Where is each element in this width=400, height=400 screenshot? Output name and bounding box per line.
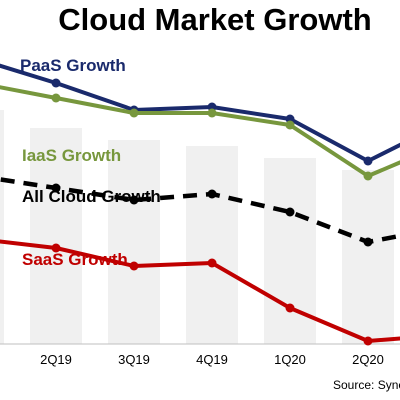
data-point (51, 183, 61, 193)
data-point (207, 108, 217, 118)
data-point (285, 207, 295, 217)
data-point (363, 336, 373, 346)
x-tick-label: 2Q20 (352, 352, 384, 367)
series-label-all-cloud-growth: All Cloud Growth (22, 187, 161, 206)
data-point (51, 93, 61, 103)
chart-title: Cloud Market Growth (58, 2, 372, 37)
x-tick-label: 3Q19 (118, 352, 150, 367)
data-point (51, 243, 61, 253)
data-point (285, 303, 295, 313)
data-point (129, 108, 139, 118)
series-label-paas-growth: PaaS Growth (20, 56, 126, 75)
data-point (207, 258, 217, 268)
data-point (51, 78, 61, 88)
data-point (285, 120, 295, 130)
background-bar (264, 158, 316, 344)
series-label-saas-growth: SaaS Growth (22, 250, 128, 269)
data-point (363, 156, 373, 166)
x-tick-label: 1Q20 (274, 352, 306, 367)
background-bar (30, 128, 82, 344)
x-tick-label: 2Q19 (40, 352, 72, 367)
data-point (363, 171, 373, 181)
background-bar (342, 170, 394, 344)
data-point (129, 261, 139, 271)
background-bar (0, 110, 4, 344)
background-bar (186, 146, 238, 344)
series-label-iaas-growth: IaaS Growth (22, 146, 122, 165)
source-note: Source: Syne (333, 378, 400, 392)
data-point (129, 195, 139, 205)
data-point (207, 189, 217, 199)
x-tick-label: 4Q19 (196, 352, 228, 367)
data-point (363, 237, 373, 247)
background-bar (108, 140, 160, 344)
